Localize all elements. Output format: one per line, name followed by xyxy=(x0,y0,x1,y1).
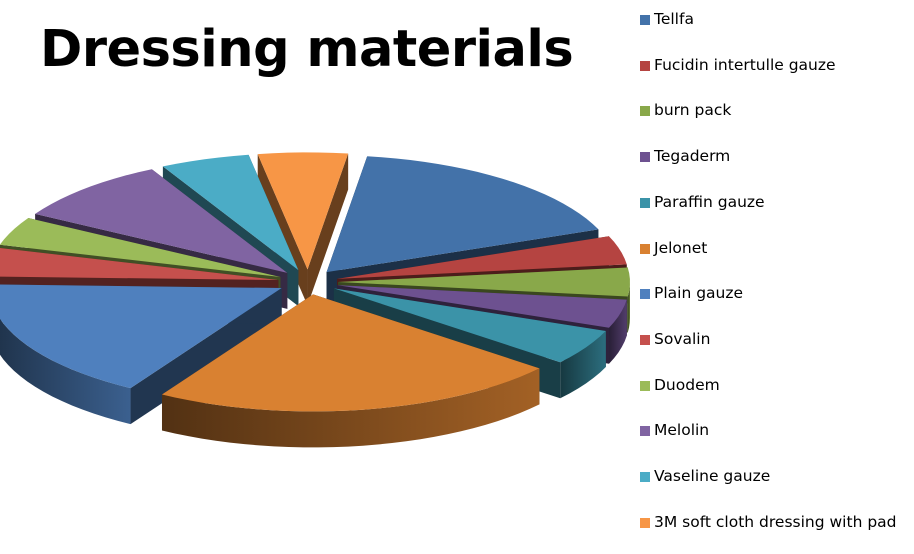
pie-slice-plain-gauze-rim xyxy=(0,318,131,425)
legend-item-vaseline-gauze: Vaseline gauze xyxy=(640,467,910,486)
legend-label: Vaseline gauze xyxy=(654,467,771,485)
legend-swatch xyxy=(640,426,650,437)
pie-slice-plain-gauze-top xyxy=(0,284,282,389)
legend-item-3m-soft-cloth-dressing-with-pad: 3M soft cloth dressing with pad xyxy=(640,513,910,532)
legend-item-melolin: Melolin xyxy=(640,421,910,440)
legend-swatch xyxy=(640,380,650,391)
legend-item-tellfa: Tellfa xyxy=(640,10,910,29)
legend-label: Fucidin intertulle gauze xyxy=(654,55,836,74)
pie-slice-paraffin-gauze-rim xyxy=(560,330,606,399)
legend-item-burn-pack: burn pack xyxy=(640,101,910,120)
legend-label: Sovalin xyxy=(654,329,711,348)
legend-label: Tegaderm xyxy=(654,147,731,166)
legend-swatch xyxy=(640,15,650,25)
legend-swatch xyxy=(640,472,650,482)
pie-slice-melolin-top xyxy=(35,169,288,273)
pie-slice-3m-soft-cloth-dressing-with-pad-top xyxy=(257,152,349,270)
pie-slice-3m-soft-cloth-dressing-with-pad-wall-end xyxy=(307,153,349,306)
legend-label: Paraffin gauze xyxy=(654,192,765,211)
legend-swatch xyxy=(640,106,650,117)
legend-swatch xyxy=(640,243,650,254)
legend-swatch xyxy=(640,197,650,208)
legend-label: burn pack xyxy=(654,101,732,120)
pie-slice-burn-pack-top xyxy=(338,267,630,297)
legend-label: Tellfa xyxy=(654,10,694,28)
legend-swatch xyxy=(640,334,650,345)
pie-slice-vaseline-gauze-top xyxy=(162,154,299,271)
pie-slice-sovalin-top xyxy=(0,248,279,281)
legend-swatch xyxy=(640,60,650,71)
legend-label: 3M soft cloth dressing with pad xyxy=(654,512,897,531)
legend-item-paraffin-gauze: Paraffin gauze xyxy=(640,193,910,212)
legend-item-jelonet: Jelonet xyxy=(640,239,910,258)
legend-swatch xyxy=(640,517,650,528)
legend-label: Duodem xyxy=(654,375,720,394)
pie-slice-fucidin-intertulle-gauze-top xyxy=(337,236,627,279)
legend-item-fucidin-intertulle-gauze: Fucidin intertulle gauze xyxy=(640,56,910,75)
legend-swatch xyxy=(640,289,650,300)
legend-item-duodem: Duodem xyxy=(640,376,910,395)
legend-label: Jelonet xyxy=(654,238,708,257)
pie-slice-paraffin-gauze-top xyxy=(333,288,606,363)
pie-slice-jelonet-top xyxy=(161,294,540,412)
chart-title: Dressing materials xyxy=(40,20,574,79)
pie-slice-tegaderm-top xyxy=(337,285,627,328)
legend-swatch xyxy=(640,152,650,163)
legend-item-plain-gauze: Plain gauze xyxy=(640,284,910,303)
legend-item-tegaderm: Tegaderm xyxy=(640,147,910,166)
pie-slice-jelonet xyxy=(161,294,540,448)
legend-label: Plain gauze xyxy=(654,284,744,303)
legend-item-sovalin: Sovalin xyxy=(640,330,910,349)
pie-slice-jelonet-rim xyxy=(161,368,540,448)
pie-slice-burn-pack-rim xyxy=(627,282,630,333)
pie-slice-tegaderm-rim xyxy=(609,299,627,364)
legend-label: Melolin xyxy=(654,421,710,440)
pie-slice-duodem-top xyxy=(0,218,281,278)
pie-slice-tellfa-top xyxy=(326,156,599,273)
pie-slice-plain-gauze xyxy=(0,284,282,425)
